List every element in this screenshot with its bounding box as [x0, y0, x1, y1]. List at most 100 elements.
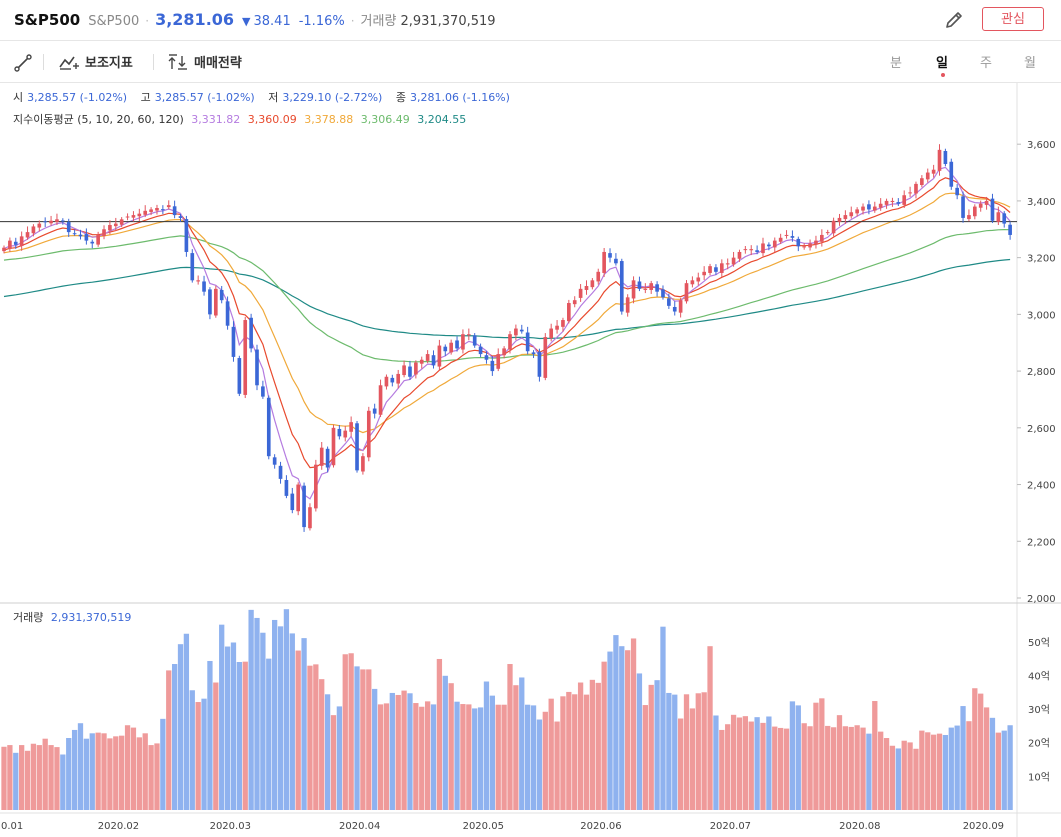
- volume-bar: [424, 701, 431, 810]
- candle: [843, 215, 848, 220]
- volume-bar: [360, 669, 366, 810]
- draw-line-icon[interactable]: [13, 53, 33, 73]
- ma20-line: [3, 192, 1011, 434]
- candle: [343, 430, 348, 438]
- period-month[interactable]: 월: [1024, 56, 1036, 71]
- candle: [696, 277, 701, 282]
- date-tick-label: 2020.07: [710, 821, 751, 832]
- candle: [90, 241, 95, 244]
- volume-bar: [807, 726, 813, 810]
- volume-bar: [972, 688, 978, 810]
- candle: [208, 289, 212, 315]
- candle: [608, 253, 612, 258]
- candle: [196, 280, 200, 282]
- ma60-line: [3, 228, 1011, 363]
- strategy-button[interactable]: 매매전략: [167, 52, 242, 71]
- candle: [496, 354, 501, 369]
- volume-bar: [230, 642, 237, 810]
- volume-bar: [36, 745, 42, 810]
- period-day[interactable]: 일: [936, 56, 948, 71]
- active-period-dot: [941, 73, 945, 77]
- candle: [714, 267, 718, 272]
- candle: [931, 169, 936, 174]
- ma10-value: 3,360.09: [247, 113, 297, 126]
- volume-panel-value: 2,931,370,519: [50, 611, 132, 624]
- price-change-pct: -1.16%: [298, 14, 345, 29]
- volume-bar: [124, 725, 131, 810]
- candle: [19, 236, 24, 247]
- candle: [761, 243, 765, 254]
- candle: [296, 484, 301, 512]
- candle: [778, 237, 783, 242]
- volume-bar: [866, 733, 872, 810]
- candle: [796, 238, 801, 247]
- volume-bar: [883, 738, 890, 810]
- candle: [78, 234, 83, 237]
- price-tick-label: 3,000: [1027, 310, 1056, 321]
- candle: [978, 203, 983, 208]
- candle: [337, 428, 342, 437]
- candle: [578, 288, 583, 298]
- candle: [225, 301, 230, 326]
- volume-bar: [754, 717, 760, 810]
- candle: [84, 234, 89, 241]
- candle: [490, 360, 495, 372]
- candle: [743, 249, 748, 251]
- strategy-icon: [168, 53, 187, 70]
- period-week[interactable]: 주: [980, 56, 992, 71]
- candle: [961, 196, 965, 218]
- volume-bar: [960, 706, 966, 810]
- volume-bar: [307, 665, 313, 810]
- volume-bar: [195, 702, 201, 810]
- volume-bar: [825, 725, 831, 810]
- candle: [514, 328, 518, 336]
- volume-tick-label: 30억: [1028, 704, 1050, 716]
- open-label: 시: [13, 91, 24, 104]
- volume-bar: [625, 650, 631, 810]
- candle: [66, 221, 71, 233]
- candle: [955, 187, 959, 196]
- volume-bar: [895, 748, 901, 810]
- period-minute[interactable]: 분: [890, 56, 902, 71]
- candle: [461, 334, 465, 350]
- candle: [249, 317, 253, 349]
- volume-bar: [407, 693, 413, 810]
- volume-bar: [601, 661, 607, 810]
- volume-bar: [725, 724, 731, 810]
- candle: [443, 346, 448, 352]
- volume-bar: [319, 679, 325, 810]
- candle: [708, 266, 712, 273]
- candle: [637, 281, 642, 289]
- volume-bar: [660, 626, 666, 810]
- volume-tick-label: 10억: [1028, 771, 1050, 783]
- candle: [943, 150, 948, 165]
- volume-bar: [101, 733, 107, 810]
- candle: [414, 362, 418, 375]
- candle: [996, 212, 1001, 222]
- volume-bar: [213, 682, 219, 810]
- volume-bar: [13, 752, 19, 810]
- volume-bar: [595, 682, 601, 810]
- volume-bar: [483, 681, 490, 810]
- favorite-button[interactable]: 관심: [982, 7, 1044, 31]
- candle: [525, 332, 530, 352]
- candle: [325, 448, 330, 468]
- candle: [278, 465, 283, 479]
- ma-label: 지수이동평균 (5, 10, 20, 60, 120): [13, 113, 184, 126]
- volume-bar: [577, 682, 584, 810]
- high-label: 고: [140, 91, 151, 104]
- candle: [466, 334, 471, 336]
- candle: [49, 220, 53, 224]
- volume-bar: [889, 745, 896, 810]
- pencil-icon[interactable]: [943, 9, 965, 31]
- volume-bar: [666, 692, 672, 810]
- candle: [572, 300, 577, 305]
- low-label: 저: [268, 91, 279, 104]
- candle: [872, 206, 877, 211]
- volume-bar: [366, 669, 372, 810]
- candle: [972, 206, 977, 217]
- candle: [255, 349, 259, 386]
- indicator-button[interactable]: 보조지표: [58, 52, 133, 71]
